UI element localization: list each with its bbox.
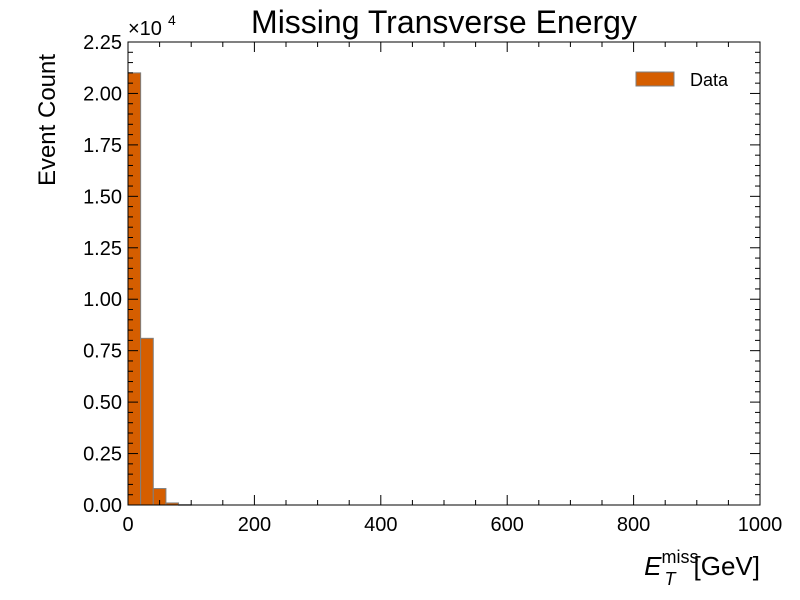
legend: Data — [635, 70, 729, 90]
chart-title: Missing Transverse Energy — [251, 4, 637, 40]
x-tick-label: 600 — [491, 514, 524, 536]
y-tick-label: 1.25 — [83, 238, 122, 260]
y-tick-label: 0.50 — [83, 392, 122, 414]
x-axis-label-unit: [GeV] — [694, 551, 760, 581]
legend-swatch — [635, 71, 675, 87]
y-tick-label: 0.25 — [83, 444, 122, 466]
y-tick-label: 0.75 — [83, 341, 122, 363]
x-axis-ticks — [127, 42, 761, 505]
plot-frame — [127, 41, 761, 506]
x-axis-label-superscript: miss — [662, 547, 699, 567]
x-tick-label: 200 — [238, 514, 271, 536]
y-axis-tick-labels: 0.00 0.25 0.50 0.75 1.00 1.25 1.50 1.75 2.00 2.25 — [83, 32, 122, 517]
y-tick-label: 1.00 — [83, 289, 122, 311]
x-axis-label-subscript: T — [665, 569, 678, 589]
legend-label: Data — [690, 70, 729, 90]
y-multiplier: ×10 4 — [128, 12, 176, 40]
x-tick-label: 800 — [617, 514, 650, 536]
y-tick-label: 2.25 — [83, 32, 122, 54]
y-axis-ticks — [128, 41, 760, 506]
y-multiplier-base: ×10 — [128, 18, 162, 40]
x-tick-label: 400 — [364, 514, 397, 536]
y-tick-label: 2.00 — [83, 83, 122, 105]
x-axis-label: Emiss T [GeV] — [644, 547, 760, 589]
y-tick-label: 1.50 — [83, 186, 122, 208]
x-tick-label: 0 — [122, 514, 133, 536]
x-tick-label: 1000 — [738, 514, 783, 536]
y-axis-label: Event Count — [34, 54, 61, 186]
x-axis-label-symbol: E — [644, 551, 662, 581]
histogram-bars — [127, 72, 192, 506]
y-tick-label: 1.75 — [83, 135, 122, 157]
y-tick-label: 0.00 — [83, 495, 122, 517]
x-axis-tick-labels: 0 200 400 600 800 1000 — [122, 514, 782, 536]
histogram-bar — [140, 337, 154, 506]
y-multiplier-exponent: 4 — [168, 12, 176, 28]
